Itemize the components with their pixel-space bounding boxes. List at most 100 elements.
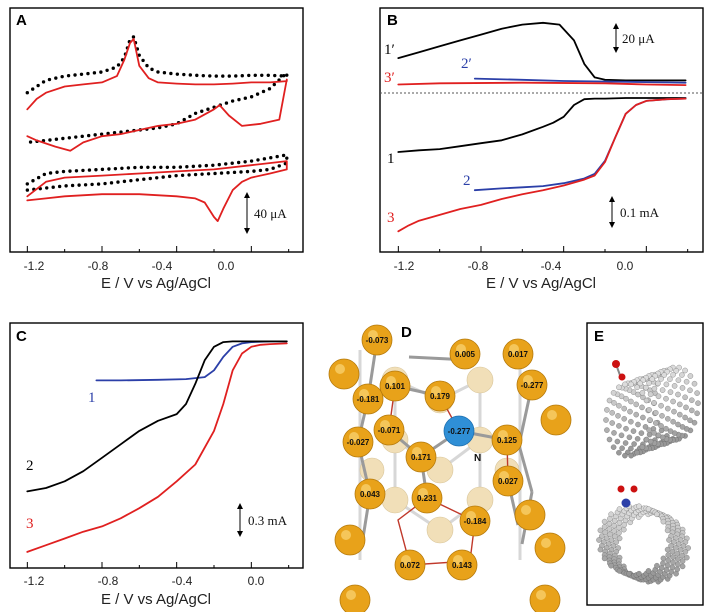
nanotube-atom <box>610 390 617 396</box>
nanotube-atom <box>638 430 645 436</box>
nanotube-atom <box>628 381 634 388</box>
panel-b-label-3: 3 <box>387 210 395 226</box>
nanotube-atom <box>606 520 613 527</box>
nanotube-atom <box>679 424 686 430</box>
panel-a: A -1.2 -0.8 -0.4 0.0 E / V vs Ag/AgCl 40… <box>9 7 304 292</box>
atom-highlight <box>412 447 422 457</box>
panel-e-letter: E <box>594 328 604 345</box>
atom-highlight <box>401 555 411 565</box>
nanotube-atom <box>602 529 608 536</box>
panel-c-label-2: 2 <box>26 458 34 474</box>
nanotube-atom <box>654 511 660 518</box>
nanotube-atom <box>649 376 655 382</box>
nanotube-atom <box>677 411 683 418</box>
panel-b-label-1: 1 <box>387 151 395 167</box>
panel-e: E <box>586 322 704 606</box>
nanotube-atom <box>685 545 691 551</box>
nanotube-atom <box>597 546 604 553</box>
nanotube-atom <box>610 444 617 450</box>
nanotube-atom <box>626 570 632 577</box>
nanotube-atom <box>651 400 657 406</box>
nanotube-atom <box>640 414 646 421</box>
atom-charge-label: 0.171 <box>411 453 432 462</box>
atom-charge-label: 0.017 <box>508 350 529 359</box>
atom-highlight <box>335 364 345 374</box>
nanotube-atom <box>670 559 676 566</box>
atom-charge-label: -0.277 <box>521 381 544 390</box>
atom-highlight <box>349 432 359 442</box>
nanotube-atom <box>614 438 621 445</box>
nanotube-atom <box>684 554 690 561</box>
panel-b-scale-bar-top: 20 μA <box>613 23 655 53</box>
panel-d-atoms <box>328 324 572 612</box>
panel-a-letter: A <box>16 12 27 29</box>
atom-charge-label: -0.181 <box>357 395 380 404</box>
nanotube-atom <box>618 432 625 439</box>
nanotube-atom <box>643 384 649 391</box>
nanotube-atom <box>653 410 659 416</box>
nanotube-atom <box>619 445 625 451</box>
atom-highlight <box>523 375 533 385</box>
nanotube-atom <box>669 564 676 571</box>
nanotube-atom <box>687 373 694 379</box>
panel-b-series-line-5 <box>473 97 687 192</box>
nanotube-atom <box>628 452 634 459</box>
atom-highlight <box>418 488 428 498</box>
panel-c-tick-label: -0.8 <box>98 574 119 588</box>
nanotube-atom <box>674 566 681 573</box>
nanotube-atom <box>621 416 627 422</box>
nanotube-atom <box>659 413 665 419</box>
nanotube-atom <box>616 402 622 409</box>
nanotube-atom <box>691 380 698 387</box>
nanotube-atom <box>667 389 674 395</box>
nanotube-atom <box>671 383 678 389</box>
nanotube-atom <box>658 423 664 429</box>
nanotube-atom <box>623 425 629 432</box>
nanotube-atom <box>607 531 613 538</box>
nanotube-atom <box>616 423 622 429</box>
nanotube-atom <box>616 530 622 536</box>
nanotube-atom <box>642 424 649 430</box>
atom-highlight <box>541 538 551 548</box>
nanotube-atom <box>668 543 674 549</box>
nanotube-atom <box>670 371 676 378</box>
nanotube-atom <box>682 414 688 421</box>
nanotube-atom <box>637 380 643 387</box>
atom-highlight <box>547 410 557 420</box>
panel-d-letter: D <box>401 324 412 341</box>
panel-b-series-line-3 <box>397 81 687 86</box>
nanotube-atom <box>673 368 679 374</box>
nanotube-atom <box>645 568 652 574</box>
nanotube-atom <box>616 506 623 512</box>
nanotube-atom <box>633 411 639 418</box>
nanotube-atom <box>639 390 646 396</box>
nanotube-atom <box>655 393 662 400</box>
panel-c-label-3: 3 <box>26 516 34 532</box>
nanotube-atom <box>606 397 613 404</box>
nanotube-atom <box>636 570 642 577</box>
oxygen-atom <box>630 485 638 493</box>
nanotube-atom <box>647 391 654 398</box>
nanotube-atom <box>601 524 608 530</box>
panel-b-tick-label: -0.4 <box>541 259 562 273</box>
panel-c-x-axis-label: E / V vs Ag/AgCl <box>101 591 211 608</box>
nanotube-atom <box>639 404 645 411</box>
atom-charge-label: 0.101 <box>385 382 406 391</box>
panel-c-tick-label: 0.0 <box>248 574 265 588</box>
panel-d-nitrogen-label: N <box>474 453 481 464</box>
panel-a-series-line-4 <box>26 160 288 223</box>
panel-e-frame <box>586 322 704 606</box>
nanotube-atom <box>645 506 652 512</box>
carbon-atom <box>334 524 366 556</box>
panel-b-ticks <box>397 246 689 252</box>
nanotube-atom <box>606 526 613 532</box>
panel-b-series-line-4 <box>397 97 687 153</box>
adsorbed-o2-bottom <box>617 485 638 508</box>
panel-c-series-line-3 <box>26 342 288 553</box>
nanotube-atom <box>604 427 610 433</box>
nanotube-atom <box>643 397 650 404</box>
nanotube-atom <box>679 385 686 391</box>
nanotube-atom <box>687 417 693 424</box>
nanotube-atom <box>679 552 685 559</box>
nanotube-atom <box>630 428 637 434</box>
